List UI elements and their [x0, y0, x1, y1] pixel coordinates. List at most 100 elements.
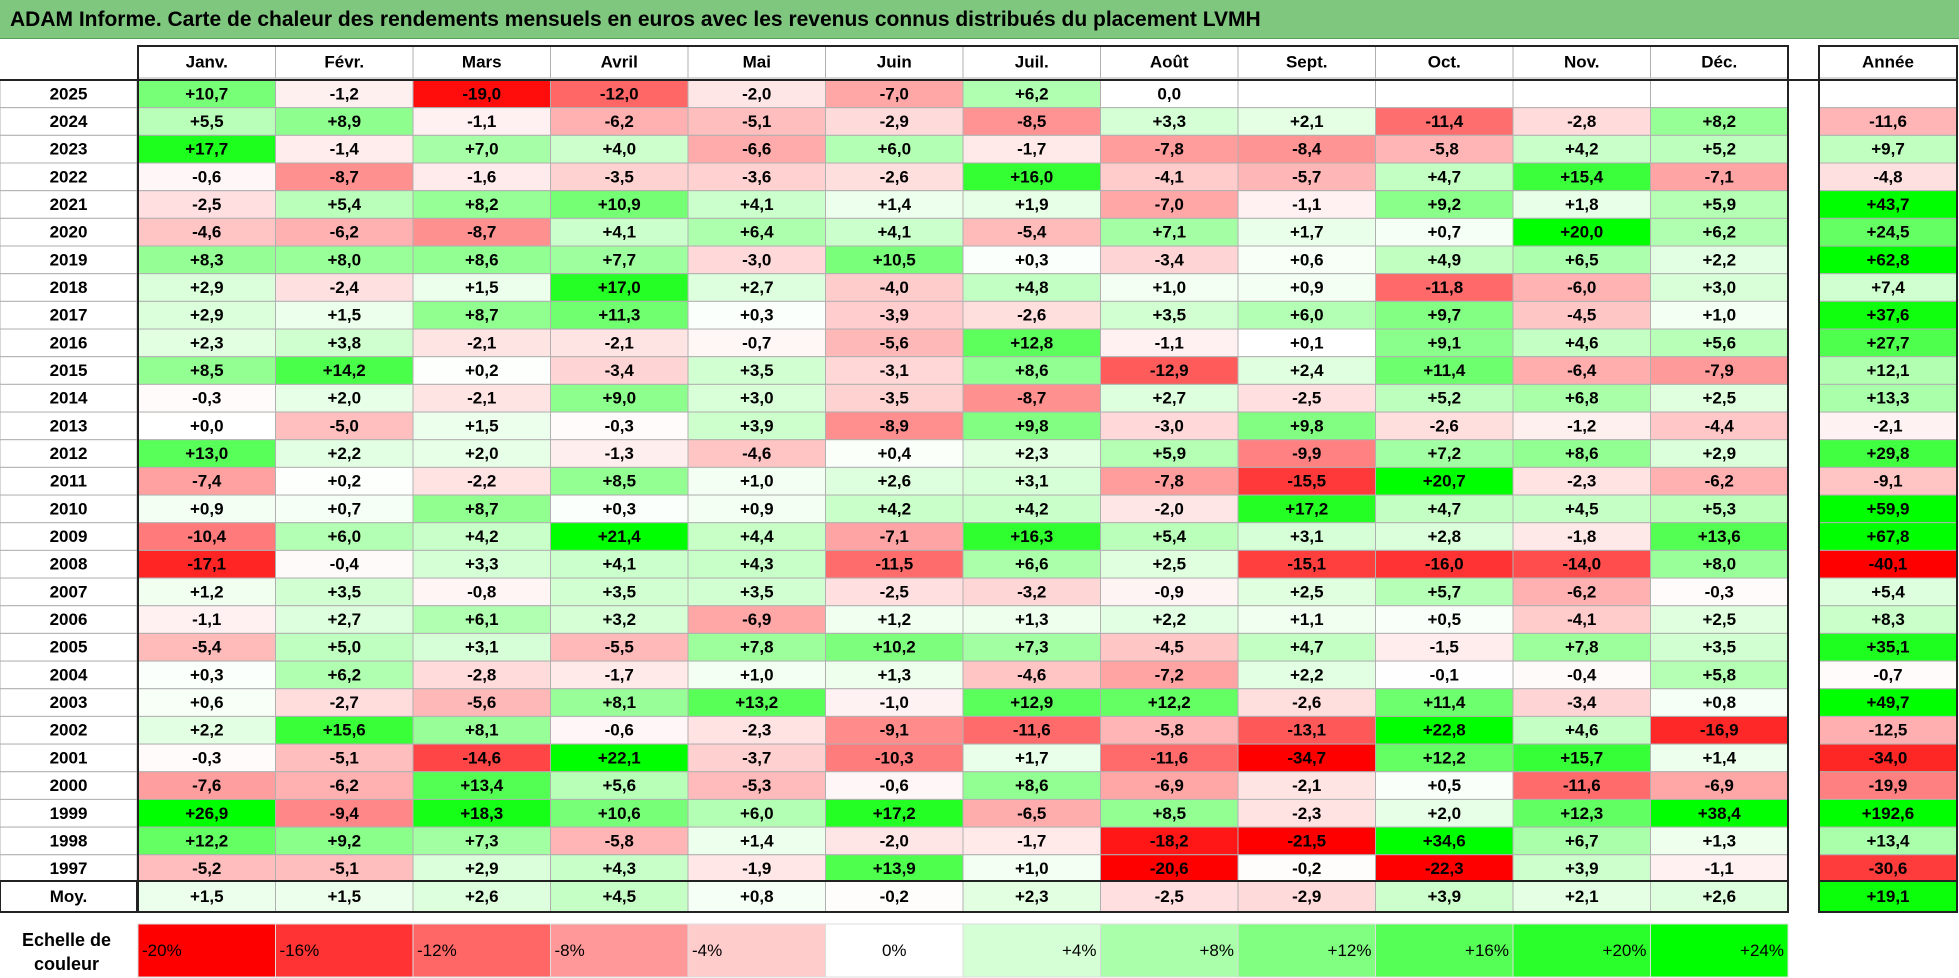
scale-label: -8% [555, 941, 585, 960]
heatmap-value: -16,0 [1425, 555, 1464, 574]
annual-value: +7,4 [1871, 278, 1905, 297]
heatmap-value: +2,9 [190, 306, 224, 325]
heatmap-cell [1237, 79, 1376, 109]
heatmap-value: -5,7 [1292, 167, 1321, 186]
heatmap-value: +20,7 [1423, 472, 1466, 491]
annual-cell [1818, 466, 1958, 496]
average-row-border [137, 880, 1789, 913]
scale-label: +20% [1603, 941, 1647, 960]
heatmap-value: -2,6 [880, 167, 909, 186]
heatmap-cell [962, 798, 1101, 828]
heatmap-cell [275, 217, 414, 247]
heatmap-cell [1512, 356, 1651, 385]
heatmap-value: +2,2 [327, 444, 361, 463]
heatmap-cell [550, 494, 689, 524]
heatmap-value: +0,5 [1427, 610, 1461, 629]
average-value: +2,3 [1015, 887, 1049, 906]
heatmap-value: -7,4 [192, 472, 222, 491]
heatmap-cell [550, 743, 689, 773]
heatmap-value: +2,2 [1152, 610, 1186, 629]
heatmap-cell [550, 439, 689, 468]
heatmap-value: +4,3 [740, 555, 774, 574]
annual-value: +67,8 [1866, 527, 1909, 546]
annual-value: -9,1 [1873, 472, 1902, 491]
annual-value: +29,8 [1866, 444, 1909, 463]
scale-swatch [962, 923, 1101, 978]
heatmap-value: +2,4 [1290, 361, 1324, 380]
heatmap-value: +4,0 [602, 140, 636, 159]
heatmap-cell [1650, 826, 1789, 856]
heatmap-value: +1,7 [1290, 223, 1324, 242]
heatmap-cell [1375, 660, 1514, 690]
heatmap-value: -13,1 [1287, 721, 1326, 740]
heatmap-cell [1375, 577, 1514, 607]
heatmap-value: -7,8 [1155, 140, 1184, 159]
heatmap-value: +5,5 [190, 112, 224, 131]
heatmap-value: -8,9 [880, 416, 909, 435]
heatmap-cell [1512, 79, 1651, 109]
heatmap-cell [1100, 162, 1239, 192]
heatmap-value: +3,0 [740, 389, 774, 408]
heatmap-value: +12,2 [1148, 693, 1191, 712]
heatmap-value: -22,3 [1425, 859, 1464, 878]
heatmap-value: -2,1 [467, 333, 496, 352]
heatmap-value: +8,1 [602, 693, 636, 712]
heatmap-cell [550, 383, 689, 413]
average-value: +4,5 [602, 887, 636, 906]
heatmap-cell [137, 798, 276, 828]
heatmap-value: -2,5 [192, 195, 221, 214]
heatmap-value: +10,9 [598, 195, 641, 214]
scale-label: -20% [142, 941, 182, 960]
heatmap-cell [1512, 134, 1651, 164]
heatmap-value: +17,2 [873, 804, 916, 823]
heatmap-value: -2,8 [467, 665, 496, 684]
heatmap-cell [962, 522, 1101, 551]
year-cell [0, 605, 138, 634]
heatmap-cell [1100, 245, 1239, 275]
heatmap-value: +3,9 [1565, 859, 1599, 878]
heatmap-value: +12,9 [1010, 693, 1053, 712]
heatmap-cell [687, 356, 826, 385]
annual-cell [1818, 107, 1958, 136]
heatmap-cell [275, 771, 414, 800]
heatmap-value: +7,8 [740, 638, 774, 657]
heatmap-value: +2,7 [1152, 389, 1186, 408]
heatmap-value: -8,4 [1292, 140, 1322, 159]
heatmap-value: +6,5 [1565, 250, 1599, 269]
heatmap-value: +17,0 [598, 278, 641, 297]
heatmap-value: +4,7 [1427, 167, 1461, 186]
heatmap-value: -4,6 [1017, 665, 1046, 684]
heatmap-value: +6,7 [1565, 831, 1599, 850]
heatmap-value: +1,4 [877, 195, 911, 214]
heatmap-value: +0,9 [190, 499, 224, 518]
heatmap-value: +2,5 [1152, 555, 1186, 574]
scale-swatch [1375, 923, 1514, 978]
heatmap-cell [1237, 826, 1376, 856]
annual-value: +5,4 [1871, 582, 1905, 601]
heatmap-value: +0,6 [1290, 250, 1324, 269]
heatmap-value: +8,7 [465, 499, 499, 518]
heatmap-value: -3,6 [742, 167, 771, 186]
heatmap-value: +0,8 [1702, 693, 1736, 712]
heatmap-value: +26,9 [185, 804, 228, 823]
heatmap-value: -7,9 [1705, 361, 1734, 380]
heatmap-cell [1375, 439, 1514, 468]
heatmap-value: +4,2 [877, 499, 911, 518]
month-header-label: Août [1150, 53, 1189, 72]
heatmap-cell [962, 688, 1101, 717]
heatmap-value: -2,5 [1292, 389, 1321, 408]
heatmap-cell [962, 605, 1101, 634]
heatmap-cell [137, 217, 276, 247]
heatmap-value: -4,1 [1155, 167, 1184, 186]
heatmap-cell [412, 190, 551, 219]
heatmap-cell [1375, 79, 1514, 109]
heatmap-value: -2,1 [467, 389, 496, 408]
heatmap-cell [1100, 798, 1239, 828]
heatmap-value: +8,0 [327, 250, 361, 269]
heatmap-cell [1512, 383, 1651, 413]
heatmap-cell [550, 79, 689, 109]
heatmap-cell [1100, 715, 1239, 745]
heatmap-cell [1650, 854, 1789, 883]
heatmap-value: +16,0 [1010, 167, 1053, 186]
heatmap-cell [550, 300, 689, 330]
